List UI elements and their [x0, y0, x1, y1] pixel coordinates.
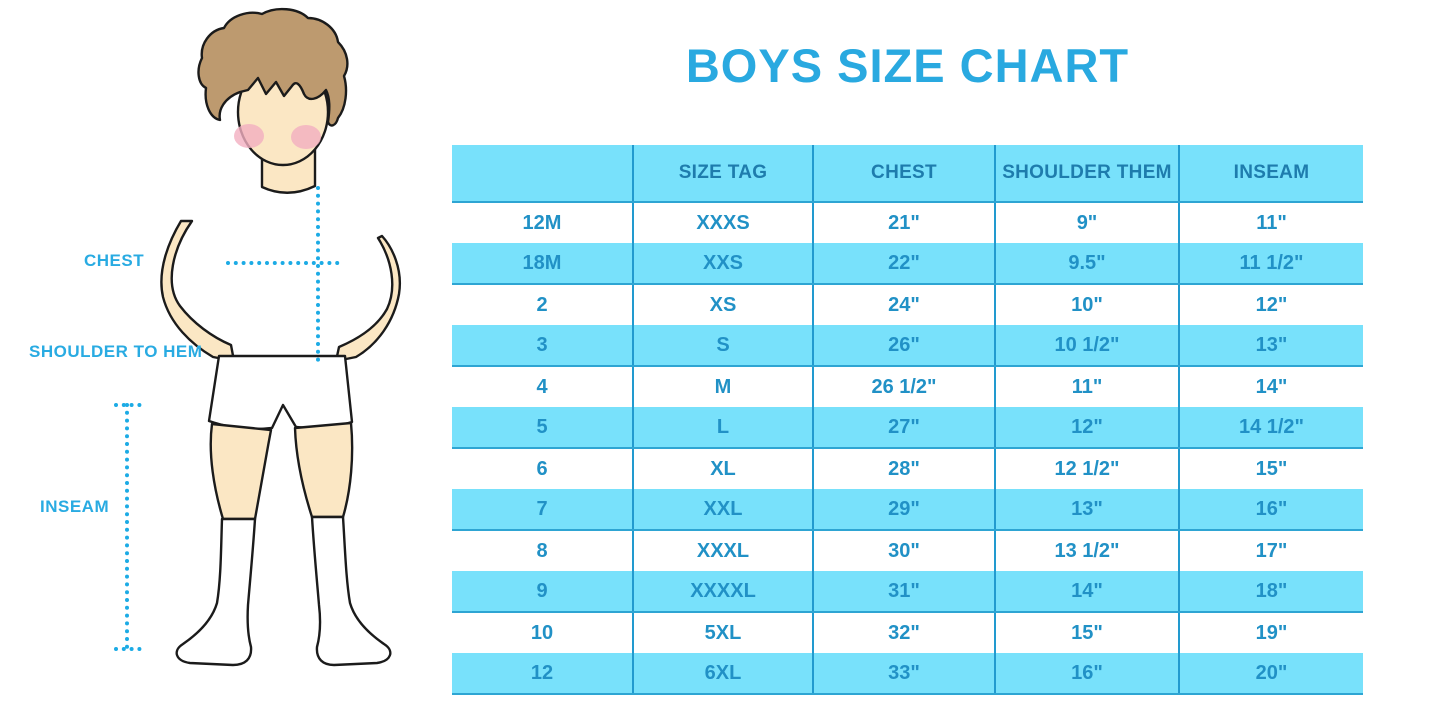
table-cell: 11": [1178, 202, 1363, 243]
table-cell: 27": [812, 407, 995, 449]
table-cell: 18": [1178, 571, 1363, 613]
table-cell: 17": [1178, 530, 1363, 571]
table-cell: 10 1/2": [994, 325, 1179, 367]
table-row: 9 XXXXL 31" 14" 18": [452, 571, 1363, 613]
table-cell: 14": [994, 571, 1179, 613]
table-cell: 26 1/2": [812, 366, 995, 407]
table-cell: 2: [452, 284, 633, 325]
column-header: SIZE TAG: [632, 145, 813, 203]
table-cell: 24": [812, 284, 995, 325]
table-cell: L: [632, 407, 813, 449]
table-cell: XXL: [632, 489, 813, 531]
table-cell: 7: [452, 489, 633, 531]
table-cell: 3: [452, 325, 633, 367]
table-cell: 11 1/2": [1178, 243, 1363, 285]
table-cell: 15": [994, 612, 1179, 653]
hair: [197, 7, 349, 127]
table-cell: 10: [452, 612, 633, 653]
left-cheek-blush: [234, 124, 264, 148]
table-cell: 4: [452, 366, 633, 407]
table-cell: 6: [452, 448, 633, 489]
table-cell: XL: [632, 448, 813, 489]
table-cell: 19": [1178, 612, 1363, 653]
page-title: BOYS SIZE CHART: [685, 39, 1130, 92]
right-sock: [310, 515, 392, 667]
table-cell: 6XL: [632, 653, 813, 695]
right-arm: [334, 234, 401, 363]
column-header: [452, 145, 633, 203]
table-cell: 20": [1178, 653, 1363, 695]
shorts: [207, 354, 354, 431]
table-cell: 33": [812, 653, 995, 695]
table-cell: 5: [452, 407, 633, 449]
table-header: SIZE TAG CHEST SHOULDER THEM INSEAM: [452, 145, 1363, 203]
column-header: INSEAM: [1178, 145, 1363, 203]
table-cell: 8: [452, 530, 633, 571]
table-cell: 22": [812, 243, 995, 285]
table-cell: 9": [994, 202, 1179, 243]
table-cell: XXXXL: [632, 571, 813, 613]
table-cell: 13 1/2": [994, 530, 1179, 571]
table-cell: 14 1/2": [1178, 407, 1363, 449]
table-cell: 32": [812, 612, 995, 653]
table-row: 12M XXXS 21" 9" 11": [452, 202, 1363, 243]
table-row: 12 6XL 33" 16" 20": [452, 653, 1363, 695]
left-arm: [160, 219, 236, 363]
right-cheek-blush: [291, 125, 321, 149]
table-cell: 11": [994, 366, 1179, 407]
table-cell: 16": [994, 653, 1179, 695]
shoulder-to-hem-label: SHOULDER TO HEM: [29, 342, 203, 361]
table-cell: XS: [632, 284, 813, 325]
table-cell: 12": [994, 407, 1179, 449]
column-header: CHEST: [812, 145, 995, 203]
table-cell: 21": [812, 202, 995, 243]
left-leg: [209, 422, 273, 521]
table-cell: 5XL: [632, 612, 813, 653]
table-cell: 18M: [452, 243, 633, 285]
table-cell: 16": [1178, 489, 1363, 531]
table-row: 18M XXS 22" 9.5" 11 1/2": [452, 243, 1363, 285]
table-cell: 28": [812, 448, 995, 489]
boy-illustration: [114, 7, 401, 667]
table-row: 6 XL 28" 12 1/2" 15": [452, 448, 1363, 489]
table-cell: 30": [812, 530, 995, 571]
table-row: 5 L 27" 12" 14 1/2": [452, 407, 1363, 449]
table-cell: XXXS: [632, 202, 813, 243]
table-cell: 10": [994, 284, 1179, 325]
table-cell: 13": [1178, 325, 1363, 367]
table-row: 7 XXL 29" 13" 16": [452, 489, 1363, 531]
right-leg: [293, 421, 354, 519]
table-cell: 12M: [452, 202, 633, 243]
table-row: 10 5XL 32" 15" 19": [452, 612, 1363, 653]
table-cell: M: [632, 366, 813, 407]
table-cell: 9: [452, 571, 633, 613]
size-table: SIZE TAG CHEST SHOULDER THEM INSEAM 12M XXXS…: [452, 145, 1363, 695]
table-cell: 9.5": [994, 243, 1179, 285]
table-cell: 14": [1178, 366, 1363, 407]
table-cell: 26": [812, 325, 995, 367]
table-cell: 29": [812, 489, 995, 531]
table-cell: 12": [1178, 284, 1363, 325]
table-row: 2 XS 24" 10" 12": [452, 284, 1363, 325]
table-cell: 15": [1178, 448, 1363, 489]
table-row: 4 M 26 1/2" 11" 14": [452, 366, 1363, 407]
table-row: 8 XXXL 30" 13 1/2" 17": [452, 530, 1363, 571]
inseam-label: INSEAM: [40, 497, 110, 516]
table-cell: 12: [452, 653, 633, 695]
table-cell: 12 1/2": [994, 448, 1179, 489]
table-cell: 31": [812, 571, 995, 613]
table-cell: 13": [994, 489, 1179, 531]
column-header: SHOULDER THEM: [994, 145, 1179, 203]
table-cell: S: [632, 325, 813, 367]
table-cell: XXXL: [632, 530, 813, 571]
left-sock: [175, 517, 257, 667]
chest-label: CHEST: [84, 251, 145, 270]
table-cell: XXS: [632, 243, 813, 285]
table-row: 3 S 26" 10 1/2" 13": [452, 325, 1363, 367]
